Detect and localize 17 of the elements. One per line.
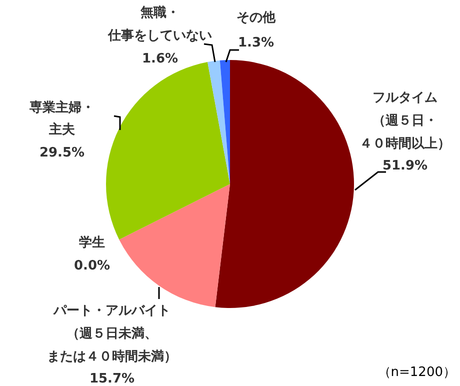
slice-label: 無職・仕事をしていない <box>107 4 212 44</box>
data-label: 1.6% <box>142 52 178 67</box>
slice-label: フルタイム（週５日・４０時間以上） <box>360 90 450 152</box>
pie-slice <box>215 60 354 308</box>
slice-label: その他 <box>236 10 276 26</box>
pie-slice <box>220 60 230 184</box>
data-label: 51.9% <box>382 158 428 174</box>
slice-label: パート・アルバイト（週５日未満、または４０時間未満） <box>47 304 177 365</box>
pie-slice <box>106 62 230 240</box>
data-label: 1.3% <box>238 36 274 51</box>
text: 0.0% <box>74 258 110 274</box>
text: （n=1200） <box>378 365 456 380</box>
slice-label: 専業主婦・主夫 <box>28 100 94 138</box>
data-label: 29.5% <box>39 146 85 161</box>
pie-slice <box>208 60 230 184</box>
category-label: 学生 <box>79 236 105 251</box>
data-label: 15.7% <box>89 372 135 386</box>
